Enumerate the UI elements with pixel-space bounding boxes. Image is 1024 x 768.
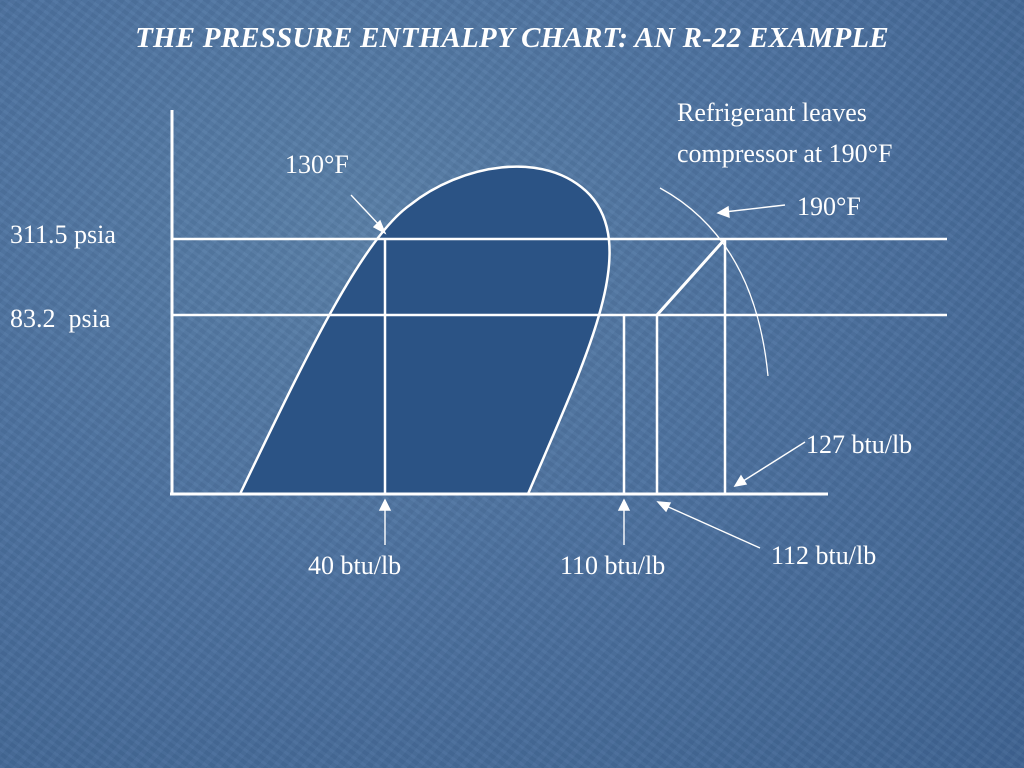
enthalpy-112-label: 112 btu/lb bbox=[771, 541, 877, 570]
arrow-127 bbox=[733, 441, 806, 487]
high-pressure-label: 311.5 psia bbox=[10, 220, 116, 249]
low-pressure-label: 83.2 psia bbox=[10, 304, 111, 333]
leaves-compressor-line1: Refrigerant leaves bbox=[677, 98, 867, 127]
saturation-dome bbox=[238, 165, 611, 496]
compression-line bbox=[655, 237, 727, 317]
arrow-40 bbox=[378, 498, 392, 545]
condensing-temp-label: 130°F bbox=[285, 150, 349, 179]
arrow-112 bbox=[656, 501, 761, 549]
enthalpy-110-label: 110 btu/lb bbox=[560, 551, 666, 580]
slide-title: THE PRESSURE ENTHALPY CHART: AN R-22 EXA… bbox=[135, 22, 889, 54]
isotherm-190f-curve bbox=[659, 187, 769, 377]
enthalpy-127-label: 127 btu/lb bbox=[806, 430, 913, 459]
leaves-compressor-line2: compressor at 190°F bbox=[677, 139, 893, 168]
enthalpy-40-label: 40 btu/lb bbox=[308, 551, 402, 580]
arrow-190f bbox=[716, 204, 786, 219]
discharge-temp-label: 190°F bbox=[797, 192, 861, 221]
arrow-130f bbox=[350, 194, 387, 235]
arrow-110 bbox=[617, 498, 631, 545]
